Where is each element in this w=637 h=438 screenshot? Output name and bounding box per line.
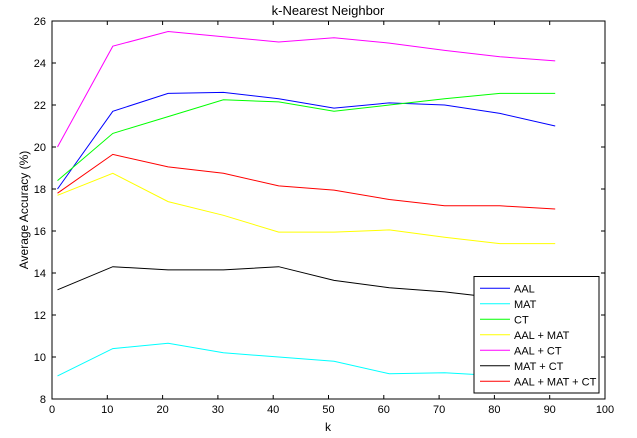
x-tick-label: 30 [212,404,224,416]
chart-title: k-Nearest Neighbor [272,3,385,18]
y-tick-label: 14 [34,268,46,280]
legend-label: CT [514,314,529,326]
x-axis-label: k [325,420,332,434]
x-tick-label: 20 [156,404,168,416]
y-tick-label: 12 [34,310,46,322]
series-line-aal-ct [57,30,556,148]
legend-label: MAT + CT [514,361,564,373]
legend-label: AAL + CT [514,345,562,357]
x-tick-label: 60 [378,404,390,416]
series-layer [57,30,556,377]
y-tick-label: 10 [34,352,46,364]
series-line-aal-mat [57,172,556,245]
x-tick-label: 40 [267,404,279,416]
y-tick-label: 8 [40,394,46,406]
legend-label: AAL + MAT [514,330,570,342]
y-tick-label: 20 [34,142,46,154]
x-tick-label: 50 [322,404,334,416]
series-line-mat [57,342,556,377]
x-tick-label: 80 [488,404,500,416]
y-tick-label: 18 [34,184,46,196]
x-tick-label: 100 [596,404,614,416]
x-axis-ticks: 0 10 20 30 40 50 60 70 80 90 100 [49,21,614,416]
legend-label: MAT [514,299,537,311]
series-line-ct [57,92,556,181]
series-line-aal [57,91,556,190]
series-line-mat-ct [57,266,556,303]
legend-label: AAL + MAT + CT [514,376,597,388]
legend-label: AAL [514,283,535,295]
y-tick-label: 26 [34,16,46,28]
x-tick-label: 0 [49,404,55,416]
y-tick-label: 16 [34,226,46,238]
series-line-aal-mat-ct [57,153,556,210]
x-tick-label: 90 [544,404,556,416]
y-tick-label: 24 [34,58,46,70]
y-tick-label: 22 [34,100,46,112]
x-tick-label: 10 [101,404,113,416]
y-axis-ticks: 8 10 12 14 16 18 20 22 24 26 [34,16,605,406]
legend: AAL MAT CT AAL + MAT AAL + CT MAT + CT AAL + M… [473,276,600,394]
y-axis-label: Average Accuracy (%) [17,151,31,270]
x-tick-label: 70 [433,404,445,416]
